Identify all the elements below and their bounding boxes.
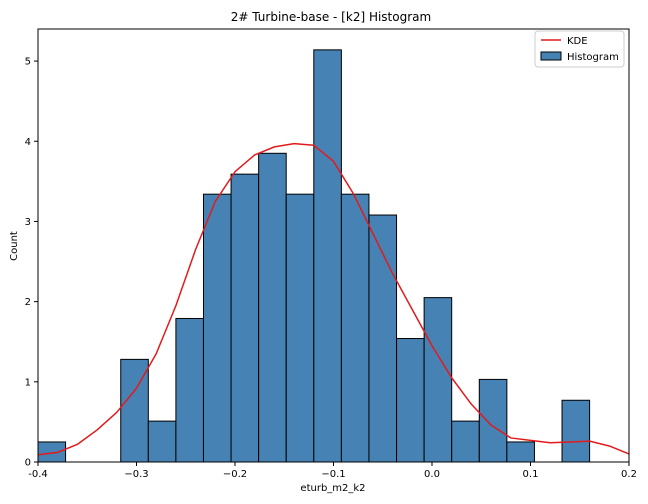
y-tick-label: 4 bbox=[25, 137, 31, 148]
x-tick-label: 0.1 bbox=[523, 469, 539, 480]
histogram-bar bbox=[451, 420, 480, 463]
axes: -0.4 −0.3 −0.2 −0.1 0.0 0.1 0.2 0 1 2 3 4 5 bbox=[25, 28, 637, 480]
y-tick-label: 5 bbox=[25, 57, 31, 68]
y-tick-label: 2 bbox=[25, 297, 31, 308]
histogram-bar bbox=[340, 193, 370, 463]
x-tick-label: 0.2 bbox=[621, 469, 637, 480]
histogram-bar bbox=[230, 173, 260, 463]
histogram-bar bbox=[175, 317, 204, 463]
y-tick-label: 1 bbox=[25, 377, 31, 388]
chart-title: 2# Turbine-base - [k2] Histogram bbox=[231, 10, 431, 24]
histogram-bars bbox=[37, 49, 591, 463]
x-tick-label: −0.1 bbox=[321, 469, 345, 480]
kde-layer bbox=[37, 142, 630, 456]
histogram-bar bbox=[396, 338, 425, 463]
histogram-bar bbox=[258, 152, 287, 463]
y-tick-label: 3 bbox=[25, 217, 31, 228]
histogram-bar bbox=[313, 49, 342, 463]
x-tick-label: −0.2 bbox=[223, 469, 247, 480]
histogram-bar bbox=[423, 297, 453, 463]
x-tick-label: 0.0 bbox=[424, 469, 440, 480]
histogram-bar bbox=[561, 399, 591, 463]
histogram-bar bbox=[37, 441, 67, 463]
kde-line bbox=[37, 142, 630, 456]
y-tick-label: 0 bbox=[25, 458, 31, 469]
histogram-bar bbox=[202, 193, 232, 463]
legend-histogram-label: Histogram bbox=[567, 52, 619, 63]
histogram-bar bbox=[285, 193, 315, 463]
x-tick-label: -0.4 bbox=[28, 469, 48, 480]
histogram-bar bbox=[506, 441, 535, 463]
histogram-bar bbox=[147, 420, 177, 463]
x-axis-label: eturb_m2_k2 bbox=[300, 483, 365, 494]
histogram-bar bbox=[478, 378, 508, 463]
legend: KDE Histogram bbox=[534, 30, 625, 68]
histogram-bar bbox=[368, 214, 398, 463]
legend-histogram-swatch bbox=[540, 51, 562, 61]
y-axis-label: Count bbox=[9, 231, 20, 261]
x-tick-label: −0.3 bbox=[124, 469, 148, 480]
legend-kde-label: KDE bbox=[567, 36, 588, 47]
